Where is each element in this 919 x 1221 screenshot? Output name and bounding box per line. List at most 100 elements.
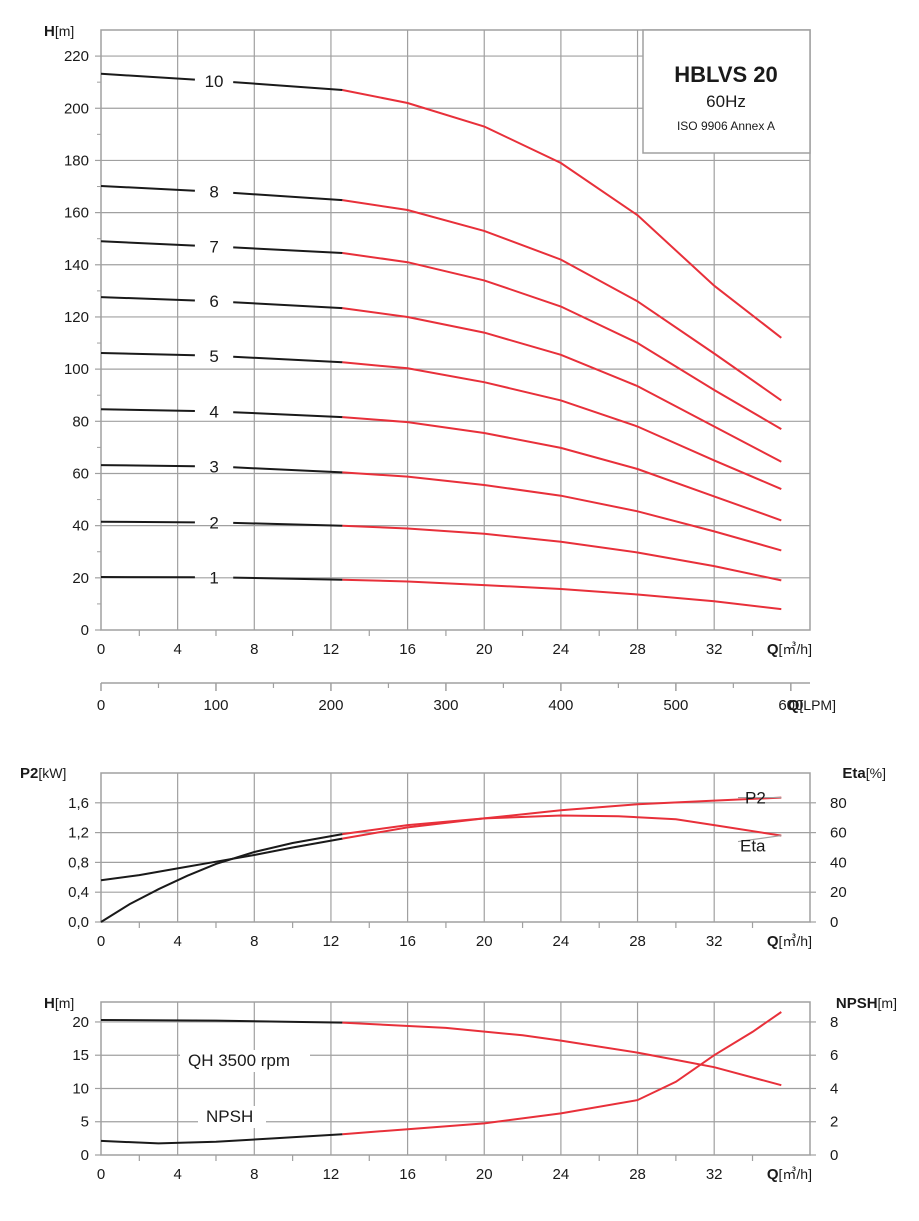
curve-label-10: 10 [205,72,224,91]
curve-4-low-flow-line [233,412,342,417]
curve-npsh-operating-line [342,1012,781,1134]
y-tick-label: 0 [81,1147,89,1164]
curve-8-operating-line [342,200,781,400]
x-tick-label: 12 [323,641,340,658]
x-tick-label: 32 [706,933,723,950]
curve-label-7: 7 [209,237,218,256]
curve-10-low-flow-line [101,74,195,80]
curve-label-2: 2 [209,514,218,533]
x-tick-label: 20 [476,933,493,950]
y-tick-label: 1,6 [68,795,89,812]
curve-3-low-flow-line [101,465,195,466]
curve-6-low-flow-line [233,302,342,308]
y-tick-label: 140 [64,257,89,274]
y-tick-label: 100 [64,361,89,378]
x-tick-label: 16 [399,641,416,658]
x-tick-label: 0 [97,641,105,658]
y2-tick-label: 2 [830,1114,838,1131]
x-axis-label: Q[㎥/h] [767,641,812,658]
curve-5-low-flow-line [101,353,195,355]
curve-6-low-flow-line [101,297,195,300]
x-tick-label: 16 [399,933,416,950]
x-tick-label: 28 [629,933,646,950]
y-tick-label: 220 [64,48,89,65]
lpm-tick-label: 500 [663,697,688,714]
curve-3-low-flow-line [233,467,342,472]
curve-label-eta: Eta [740,837,766,856]
curve-label-4: 4 [209,402,218,421]
y-tick-label: 0 [81,622,89,639]
x-tick-label: 4 [173,641,181,658]
y-tick-label: 15 [72,1047,89,1064]
y2-axis-label: NPSH[m] [836,995,897,1012]
curve-label-npsh: NPSH [206,1107,253,1126]
y2-tick-label: 20 [830,884,847,901]
lpm-tick-label: 100 [203,697,228,714]
curve-label-8: 8 [209,183,218,202]
panel-3-frame [101,1002,810,1155]
x-tick-label: 8 [250,933,258,950]
x-tick-label: 28 [629,641,646,658]
curve-10-low-flow-line [233,82,342,90]
x-tick-label: 24 [553,1166,570,1183]
x-tick-label: 24 [553,641,570,658]
curve-7-low-flow-line [101,241,195,245]
y-axis-label: H[m] [44,23,74,40]
curve-label-p2: P2 [745,789,766,808]
y-tick-label: 10 [72,1080,89,1097]
y2-tick-label: 8 [830,1014,838,1031]
y-tick-label: 80 [72,413,89,430]
curve-4-low-flow-line [101,409,195,411]
curve-7-operating-line [342,253,781,429]
y-tick-label: 200 [64,100,89,117]
y2-tick-label: 0 [830,1147,838,1164]
y2-tick-label: 40 [830,854,847,871]
x-tick-label: 4 [173,1166,181,1183]
curve-label-qh: QH 3500 rpm [188,1051,290,1070]
y2-axis-label: Eta[%] [842,765,886,782]
y2-tick-label: 4 [830,1080,838,1097]
x-tick-label: 12 [323,1166,340,1183]
y-tick-label: 20 [72,570,89,587]
y-axis-label: P2[kW] [20,765,66,782]
y2-tick-label: 80 [830,795,847,812]
curve-5-operating-line [342,362,781,489]
curve-5-low-flow-line [233,357,342,363]
curve-8-low-flow-line [101,186,195,191]
x-tick-label: 16 [399,1166,416,1183]
x-tick-label: 24 [553,933,570,950]
chart-note: ISO 9906 Annex A [677,119,775,133]
x-tick-label: 20 [476,1166,493,1183]
x-tick-label: 20 [476,641,493,658]
y-tick-label: 160 [64,205,89,222]
x-tick-label: 4 [173,933,181,950]
x-tick-label: 8 [250,641,258,658]
curve-p2-low-flow-line [101,839,342,881]
lpm-tick-label: 200 [318,697,343,714]
x-tick-label: 8 [250,1166,258,1183]
y2-tick-label: 0 [830,914,838,931]
y-tick-label: 5 [81,1114,89,1131]
y2-tick-label: 60 [830,825,847,842]
curve-2-operating-line [342,526,781,581]
x-tick-label: 0 [97,933,105,950]
x-tick-label: 0 [97,1166,105,1183]
chart-title: HBLVS 20 [674,62,778,87]
x-axis-label: Q[㎥/h] [767,933,812,950]
curve-label-3: 3 [209,457,218,476]
curve-2-low-flow-line [101,522,195,523]
y-tick-label: 20 [72,1014,89,1031]
x-axis-label: Q[㎥/h] [767,1166,812,1183]
curve-7-low-flow-line [233,247,342,253]
y2-tick-label: 6 [830,1047,838,1064]
curve-3-operating-line [342,472,781,550]
curve-6-operating-line [342,308,781,462]
curve-label-5: 5 [209,347,218,366]
lpm-tick-label: 0 [97,697,105,714]
panel-2-frame [101,773,810,922]
curve-eta-low-flow-line [101,834,342,922]
x-tick-label: 12 [323,933,340,950]
curve-8-low-flow-line [233,193,342,200]
